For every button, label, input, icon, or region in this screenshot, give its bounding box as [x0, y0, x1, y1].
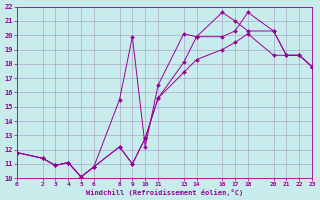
X-axis label: Windchill (Refroidissement éolien,°C): Windchill (Refroidissement éolien,°C): [86, 189, 243, 196]
